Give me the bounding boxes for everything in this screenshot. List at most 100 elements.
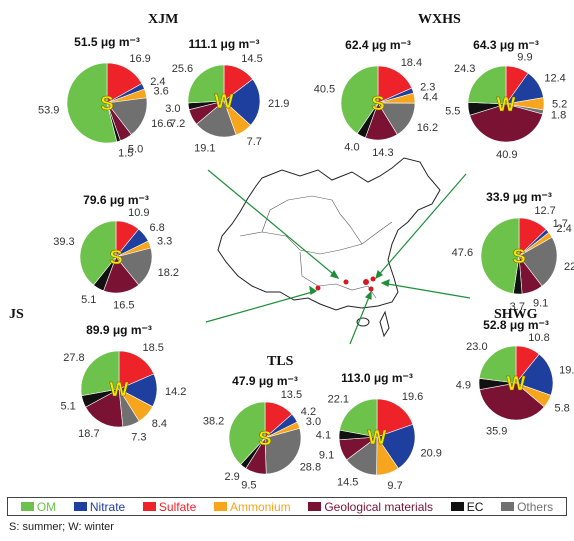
value-label-shwg-s-sulfate: 12.7 [534, 205, 555, 217]
value-label-wxhs-s-sulfate: 18.4 [401, 57, 422, 69]
value-label-js-w-ammonium: 8.4 [152, 418, 167, 430]
value-label-tls-s-ec: 2.9 [225, 471, 240, 483]
slice-js-w-sulfate [118, 350, 155, 390]
legend-swatch-geological-materials [308, 502, 322, 511]
value-label-wxhs-s-ec: 4.0 [344, 142, 359, 154]
site-label-js: JS [9, 307, 24, 322]
slice-shwg-s-om [480, 217, 520, 294]
value-label-shwg-s-nitrate: 1.7 [553, 218, 568, 230]
value-label-js-s-nitrate: 6.8 [150, 222, 165, 234]
legend-swatch-om [20, 502, 34, 511]
value-label-js-w-sulfate: 18.5 [143, 342, 164, 354]
value-label-wxhs-w-geological-materials: 40.9 [496, 149, 517, 161]
legend-swatch-ec [450, 502, 464, 511]
season-letter-tls-w: W [368, 427, 387, 449]
concentration-title-wxhs-w: 64.3 μg m⁻³ [473, 38, 539, 52]
value-label-wxhs-w-ammonium: 5.2 [552, 99, 567, 111]
slice-xjm-w-nitrate [223, 78, 261, 126]
pie-shwg-s: 12.71.72.4 22.8 9.1 3.7 47.6 S 33.9 μg m⁻³ [452, 190, 574, 313]
value-label-shwg-w-ec: 4.9 [456, 379, 471, 391]
value-label-wxhs-s-ammonium: 4.4 [423, 92, 438, 104]
pie-tls-s: 13.5 4.23.0 28.8 9.52.9 38.2 S 47.9 μg m⁻³ [203, 374, 321, 491]
value-label-tls-w-nitrate: 20.9 [421, 448, 442, 460]
concentration-title-tls-s: 47.9 μg m⁻³ [232, 374, 298, 388]
legend-item-others: Others [501, 500, 553, 514]
concentration-title-xjm-w: 111.1 μg m⁻³ [188, 37, 259, 51]
value-label-js-s-ammonium: 3.3 [157, 235, 172, 247]
value-label-js-w-others: 7.3 [131, 431, 146, 443]
value-label-js-s-ec: 5.1 [81, 294, 96, 306]
slice-wxhs-s-om [340, 65, 379, 134]
value-label-xjm-s-others: 16.6 [151, 118, 172, 130]
value-label-js-s-om: 39.3 [53, 236, 74, 248]
season-letter-js-w: W [110, 379, 129, 401]
value-label-tls-w-ammonium: 9.7 [387, 480, 402, 492]
value-label-shwg-w-ammonium: 5.8 [555, 402, 570, 414]
slice-tls-w-om [339, 398, 378, 438]
legend-item-nitrate: Nitrate [73, 500, 125, 514]
pie-wxhs-s: 18.4 2.34.4 16.2 14.3 4.0 40.5 S 62.4 μg m⁻³ [314, 38, 438, 159]
season-letter-shwg-s: S [512, 246, 525, 268]
season-letter-xjm-s: S [100, 93, 113, 115]
season-letter-tls-s: S [258, 428, 271, 450]
slice-wxhs-s-sulfate [377, 65, 413, 104]
slice-tls-s-om [228, 401, 266, 465]
concentration-title-js-s: 79.6 μg m⁻³ [83, 193, 149, 207]
value-label-tls-w-geological-materials: 9.1 [319, 450, 334, 462]
legend-item-sulfate: Sulfate [142, 499, 197, 514]
value-label-wxhs-w-others: 1.8 [551, 110, 566, 122]
pie-xjm-s: 16.92.43.6 16.6 5.01.5 53.9 S 51.5 μg m⁻³ [38, 35, 173, 160]
value-label-wxhs-s-om: 40.5 [314, 84, 335, 96]
season-letter-wxhs-w: W [497, 94, 516, 116]
value-label-js-s-geological-materials: 16.5 [113, 299, 134, 311]
legend-item-om: OM [20, 499, 57, 514]
value-label-js-w-om: 27.8 [63, 352, 84, 364]
site-label-shwg: SHWG [494, 307, 538, 322]
pie-wxhs-w: 9.9 12.4 5.21.8 40.9 5.5 24.3 W 64.3 μg m⁻³ [445, 38, 567, 161]
value-label-tls-s-others: 28.8 [300, 461, 321, 473]
season-letter-xjm-w: W [215, 91, 234, 113]
slice-js-w-geological-materials [85, 388, 124, 428]
pie-js-w: 18.5 14.2 8.4 7.3 18.7 5.1 27.8 W 89.9 μg m⁻³ [61, 323, 187, 443]
legend-label-om: OM [36, 499, 57, 514]
concentration-title-shwg-w: 52.8 μg m⁻³ [483, 318, 549, 332]
concentration-title-tls-w: 113.0 μg m⁻³ [341, 371, 413, 385]
legend-swatch-ammonium [213, 502, 227, 511]
slice-shwg-w-om [478, 345, 517, 384]
slice-xjm-s-sulfate [106, 62, 143, 104]
value-label-xjm-w-sulfate: 14.5 [241, 53, 262, 65]
slice-wxhs-w-om [467, 65, 507, 105]
value-label-shwg-w-om: 23.0 [466, 341, 487, 353]
concentration-title-wxhs-s: 62.4 μg m⁻³ [345, 38, 411, 52]
value-label-wxhs-s-others: 16.2 [417, 122, 438, 134]
value-label-tls-s-geological-materials: 9.5 [241, 479, 256, 491]
season-letter-shwg-w: W [507, 373, 526, 395]
value-label-xjm-w-ec: 3.0 [165, 103, 180, 115]
value-label-js-s-sulfate: 10.9 [128, 207, 149, 219]
value-label-xjm-w-others: 19.1 [194, 142, 215, 154]
legend-item-geological-materials: Geological materials [308, 500, 433, 514]
value-label-tls-s-sulfate: 13.5 [281, 389, 302, 401]
site-label-xjm: XJM [148, 12, 178, 27]
concentration-title-xjm-s: 51.5 μg m⁻³ [74, 35, 140, 49]
value-label-xjm-w-ammonium: 7.7 [247, 136, 262, 148]
value-label-js-w-ec: 5.1 [61, 401, 76, 413]
legend-label-sulfate: Sulfate [158, 499, 197, 514]
site-label-tls: TLS [267, 354, 294, 369]
value-label-tls-w-others: 14.5 [337, 477, 358, 489]
legend-label-ammonium: Ammonium [229, 499, 291, 514]
value-label-tls-w-sulfate: 19.6 [402, 391, 423, 403]
pie-js-s: 10.96.83.3 18.2 16.5 5.1 39.3 S 79.6 μg m⁻³ [53, 193, 179, 311]
legend-label-others: Others [517, 499, 554, 514]
value-label-shwg-s-ec: 3.7 [510, 301, 525, 313]
value-label-shwg-s-geological-materials: 9.1 [533, 298, 548, 310]
legend-label-ec: EC [466, 499, 484, 514]
value-label-wxhs-w-om: 24.3 [454, 63, 475, 75]
value-label-tls-s-om: 38.2 [203, 416, 224, 428]
slice-js-s-others [115, 247, 153, 286]
value-label-xjm-s-ec: 1.5 [118, 148, 133, 160]
legend-label-geological-materials: Geological materials [324, 499, 434, 514]
slice-xjm-w-om [187, 64, 225, 104]
slice-shwg-w-geological-materials [479, 382, 545, 421]
